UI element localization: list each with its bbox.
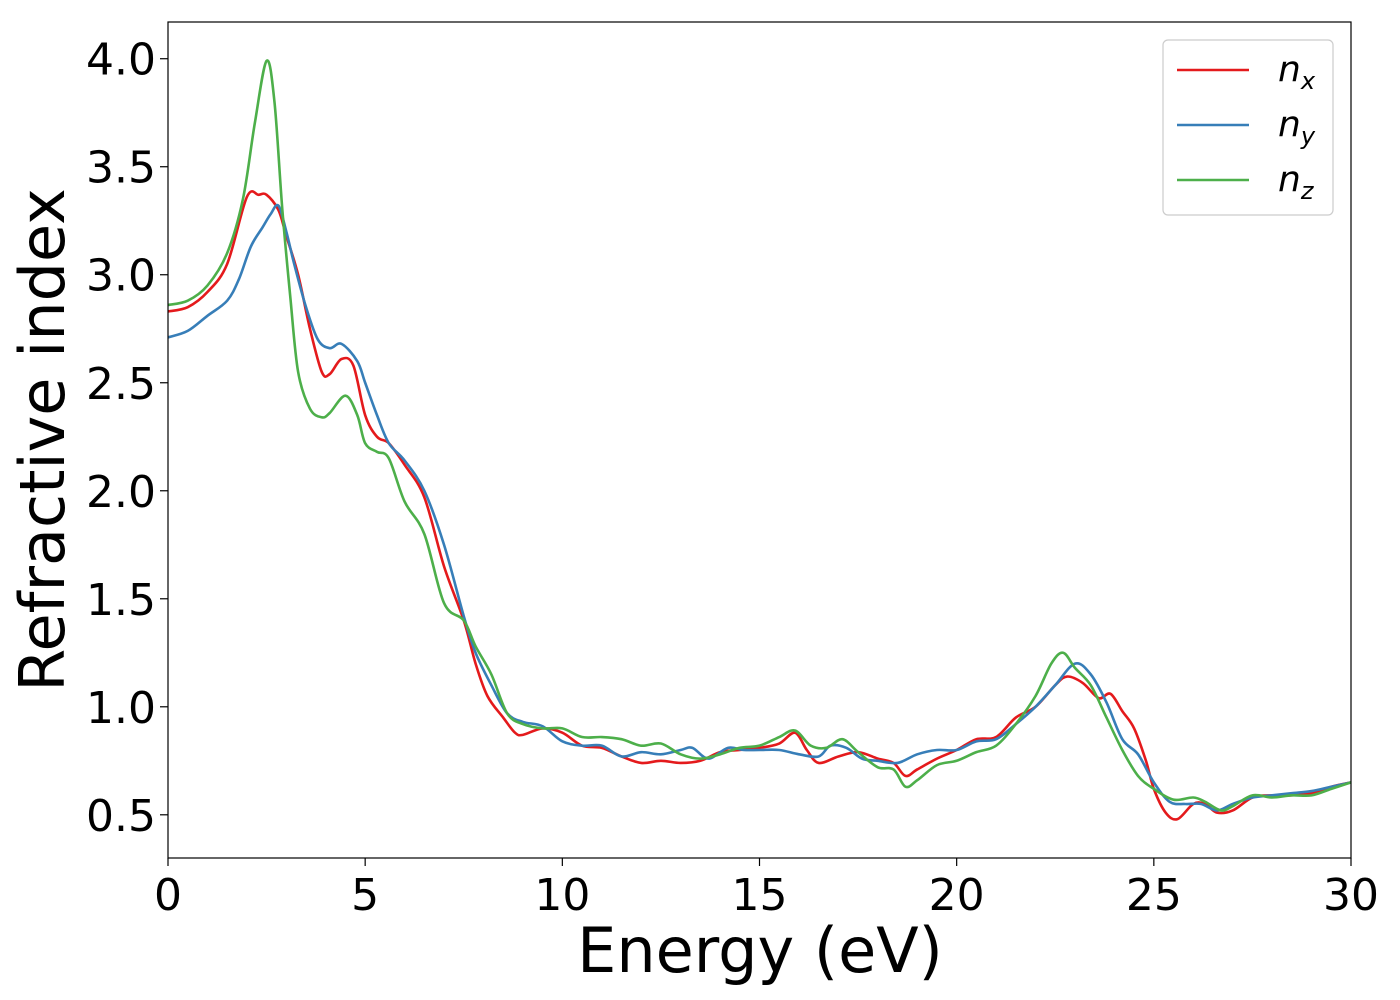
x-tick-label: 30 bbox=[1323, 870, 1379, 921]
y-tick-label: 1.0 bbox=[86, 683, 156, 734]
y-tick-label: 2.5 bbox=[86, 359, 156, 410]
x-axis-label: Energy (eV) bbox=[577, 914, 943, 987]
y-tick-label: 1.5 bbox=[86, 575, 156, 626]
series-line-nz bbox=[168, 59, 1351, 812]
legend-entry-name: n bbox=[1278, 104, 1301, 145]
legend-entry-name: n bbox=[1278, 49, 1301, 90]
y-tick-label: 3.0 bbox=[86, 251, 156, 302]
series-line-ny bbox=[168, 203, 1351, 812]
y-axis-label: Refractive index bbox=[6, 188, 79, 692]
legend-entry-subscript: z bbox=[1300, 177, 1315, 205]
legend-entry-ny: ny bbox=[1278, 104, 1316, 150]
x-tick-label: 5 bbox=[351, 870, 379, 921]
legend-entry-name: n bbox=[1278, 159, 1301, 200]
series-line-nx bbox=[168, 190, 1351, 821]
y-tick-label: 0.5 bbox=[86, 791, 156, 842]
legend-entry-nz: nz bbox=[1278, 159, 1315, 205]
x-axis-ticks: 0 5 10 15 20 25 30 bbox=[154, 858, 1379, 921]
y-tick-label: 4.0 bbox=[86, 35, 156, 86]
x-tick-label: 20 bbox=[929, 870, 985, 921]
legend-entry-subscript: x bbox=[1300, 67, 1316, 95]
x-tick-label: 15 bbox=[732, 870, 788, 921]
legend-entry-subscript: y bbox=[1300, 122, 1316, 150]
x-tick-label: 10 bbox=[534, 870, 590, 921]
legend-box bbox=[1162, 39, 1334, 216]
y-tick-label: 3.5 bbox=[86, 143, 156, 194]
x-tick-label: 25 bbox=[1126, 870, 1182, 921]
series-layer bbox=[168, 59, 1351, 821]
x-tick-label: 0 bbox=[154, 870, 182, 921]
y-axis-ticks: 0.5 1.0 1.5 2.0 2.5 3.0 3.5 4.0 bbox=[86, 35, 168, 842]
legend-entry-nx: nx bbox=[1278, 49, 1316, 95]
y-tick-label: 2.0 bbox=[86, 467, 156, 518]
